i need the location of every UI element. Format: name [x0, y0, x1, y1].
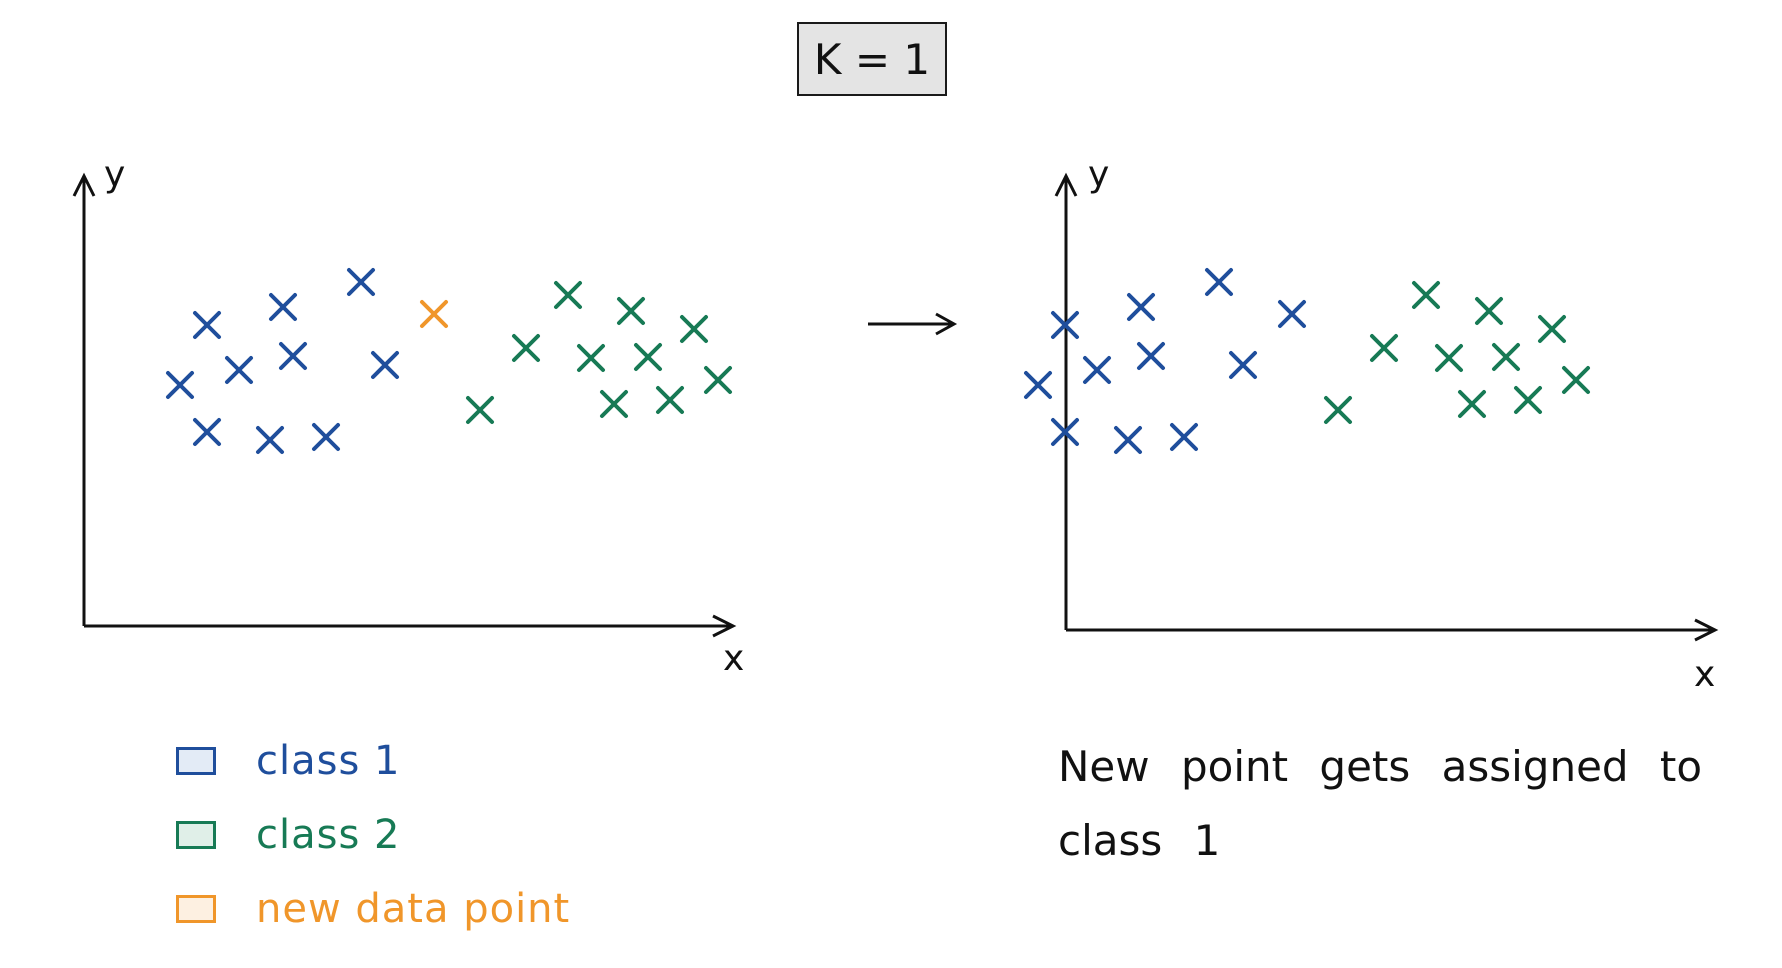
x-mark-15: [466, 396, 494, 424]
legend: class 1 class 2 new data point: [176, 724, 636, 946]
x-mark-0: [193, 311, 221, 339]
x-mark-18: [704, 366, 732, 394]
right-y-arrowhead: [1054, 172, 1078, 197]
x-mark-9: [1170, 423, 1198, 451]
x-mark-10: [1278, 300, 1306, 328]
k-value-label: K = 1: [813, 34, 931, 84]
x-mark-12: [1412, 281, 1440, 309]
legend-item-class-1: class 1: [176, 724, 636, 798]
x-mark-18: [1562, 366, 1590, 394]
x-mark-2: [1205, 268, 1233, 296]
x-mark-5: [1024, 371, 1052, 399]
x-mark-1: [1127, 293, 1155, 321]
x-mark-3: [1137, 342, 1165, 370]
legend-label-class-2: class 2: [256, 812, 401, 858]
x-mark-12: [554, 281, 582, 309]
x-mark-14: [1538, 315, 1566, 343]
x-mark-6: [371, 351, 399, 379]
right-plot: y x: [1024, 154, 1719, 695]
left-x-label: x: [723, 638, 744, 679]
legend-swatch-class-2: [176, 821, 216, 849]
k-value-box: K = 1: [797, 22, 947, 96]
x-mark-13: [617, 297, 645, 325]
x-mark-4: [225, 356, 253, 384]
x-mark-19: [1458, 390, 1486, 418]
x-mark-19: [600, 390, 628, 418]
legend-label-class-1: class 1: [256, 738, 401, 784]
x-mark-3: [279, 342, 307, 370]
legend-item-new-point: new data point: [176, 872, 636, 946]
right-x-label: x: [1694, 654, 1715, 695]
x-mark-16: [577, 344, 605, 372]
x-mark-5: [166, 371, 194, 399]
x-mark-0: [1051, 311, 1079, 339]
x-mark-4: [1083, 356, 1111, 384]
x-mark-13: [1475, 297, 1503, 325]
x-mark-17: [634, 343, 662, 371]
right-arrow-icon: [868, 312, 958, 336]
left-x-arrowhead: [712, 614, 737, 638]
legend-swatch-new-point: [176, 895, 216, 923]
legend-label-new-point: new data point: [256, 886, 571, 932]
x-mark-9: [312, 423, 340, 451]
right-y-label: y: [1088, 154, 1109, 195]
x-mark-10: [420, 300, 448, 328]
x-mark-14: [680, 315, 708, 343]
x-mark-11: [1370, 334, 1398, 362]
x-mark-20: [1514, 386, 1542, 414]
result-text: New point gets assigned to class 1: [1058, 742, 1703, 865]
left-points: [166, 268, 732, 454]
x-mark-8: [256, 426, 284, 454]
x-mark-7: [1051, 418, 1079, 446]
left-y-arrowhead: [72, 172, 96, 197]
right-points: [1024, 268, 1590, 454]
legend-item-class-2: class 2: [176, 798, 636, 872]
left-y-label: y: [104, 154, 125, 195]
x-mark-17: [1492, 343, 1520, 371]
x-mark-15: [1324, 396, 1352, 424]
x-mark-6: [1229, 351, 1257, 379]
left-plot: y x: [72, 154, 744, 679]
x-mark-1: [269, 293, 297, 321]
legend-swatch-class-1: [176, 747, 216, 775]
x-mark-2: [347, 268, 375, 296]
right-x-arrowhead: [1694, 618, 1719, 642]
x-mark-7: [193, 418, 221, 446]
x-mark-11: [512, 334, 540, 362]
x-mark-16: [1435, 344, 1463, 372]
x-mark-20: [656, 386, 684, 414]
x-mark-8: [1114, 426, 1142, 454]
